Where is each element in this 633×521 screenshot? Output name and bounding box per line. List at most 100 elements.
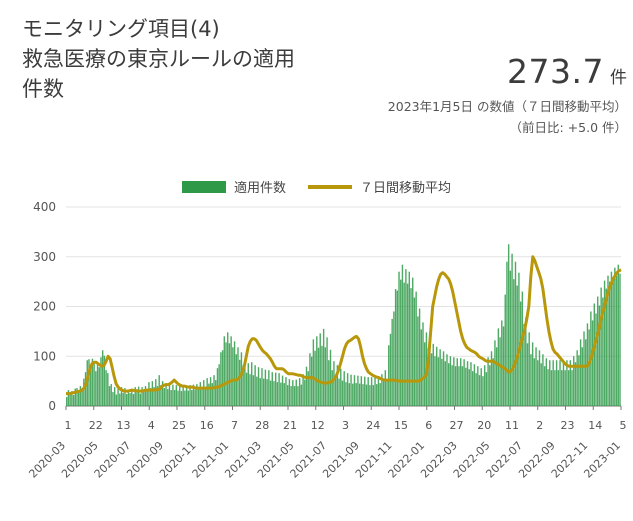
bar xyxy=(84,372,87,406)
value-meta: 2023年1月5日 の数値（７日間移動平均） （前日比: +5.0 件） xyxy=(388,96,627,138)
bar xyxy=(119,393,121,406)
bar xyxy=(155,379,157,406)
bar xyxy=(268,370,270,406)
bar xyxy=(547,369,549,406)
bar xyxy=(280,382,282,406)
bar xyxy=(259,378,261,406)
bar xyxy=(225,342,227,406)
current-value: 273.7 xyxy=(507,52,604,91)
bar xyxy=(74,388,76,406)
bar xyxy=(346,373,349,406)
bar xyxy=(233,341,236,406)
bar xyxy=(571,370,573,406)
bar xyxy=(364,376,366,406)
bar xyxy=(266,379,268,406)
bar xyxy=(401,264,404,406)
bar xyxy=(305,366,308,406)
bar xyxy=(531,342,534,406)
bar xyxy=(566,360,568,406)
bar xyxy=(146,391,148,406)
bar xyxy=(538,350,541,406)
bar xyxy=(595,313,597,406)
bar xyxy=(576,350,578,406)
bar xyxy=(480,368,482,406)
bar xyxy=(573,356,575,406)
bar xyxy=(208,383,210,406)
x-day-label: 15 xyxy=(394,419,408,432)
bar xyxy=(579,339,582,406)
bar xyxy=(329,349,332,406)
x-day-label: 20 xyxy=(477,419,491,432)
bar xyxy=(172,384,174,406)
bar xyxy=(103,355,106,406)
bar xyxy=(175,385,178,406)
title-line-3: 件数 xyxy=(22,77,64,101)
bar xyxy=(139,393,142,406)
bar xyxy=(149,388,152,406)
bar xyxy=(271,372,273,406)
x-axis: 1 22 13 4 25 16 7 28 21 12 3 24 15 6 27 20 11 2 23 14 52020-… xyxy=(26,406,627,481)
bar xyxy=(196,384,198,406)
bar xyxy=(350,374,352,406)
legend-line-swatch[interactable] xyxy=(308,184,352,189)
bar xyxy=(358,383,361,406)
bar xyxy=(581,347,584,406)
bar xyxy=(144,386,147,406)
bar xyxy=(352,383,354,406)
bar xyxy=(535,347,537,406)
bar xyxy=(125,394,128,406)
bar xyxy=(415,291,417,406)
bar xyxy=(377,376,380,406)
x-day-label: 23 xyxy=(561,419,575,432)
x-day-label: 4 xyxy=(148,419,155,432)
bar xyxy=(501,320,503,406)
bar xyxy=(412,277,414,406)
bar xyxy=(381,374,383,406)
x-day-label: 14 xyxy=(588,419,602,432)
legend-line-label[interactable]: ７日間移動平均 xyxy=(360,181,452,196)
x-day-label: 5 xyxy=(620,419,627,432)
bar xyxy=(101,350,104,406)
bar xyxy=(345,382,347,406)
legend-bar-swatch[interactable] xyxy=(181,180,226,193)
x-day-label: 25 xyxy=(172,419,186,432)
bar xyxy=(211,383,214,406)
bar xyxy=(518,272,520,406)
bar xyxy=(540,363,542,406)
bar xyxy=(240,352,243,406)
diff-note: （前日比: +5.0 件） xyxy=(509,120,627,135)
bar xyxy=(153,387,155,406)
bar xyxy=(136,392,138,406)
bar xyxy=(555,360,558,406)
title-line-2: 救急医療の東京ルールの適用 xyxy=(22,47,295,71)
bar xyxy=(602,297,604,406)
bar xyxy=(441,358,443,406)
title-line-1: モニタリング項目(4) xyxy=(22,17,220,41)
bar xyxy=(122,393,124,406)
bar xyxy=(184,390,186,406)
bar xyxy=(550,370,553,406)
bar xyxy=(112,392,114,406)
bar xyxy=(336,365,339,406)
bar xyxy=(499,337,501,406)
bar xyxy=(286,385,289,406)
bar xyxy=(523,323,525,406)
bar xyxy=(88,359,90,406)
bar xyxy=(228,343,231,406)
bar xyxy=(288,379,291,406)
bar xyxy=(192,384,195,406)
bar xyxy=(141,387,143,406)
bar xyxy=(173,390,176,406)
bar xyxy=(605,288,607,406)
bar xyxy=(249,374,251,406)
bar xyxy=(239,359,241,406)
bar xyxy=(177,390,179,406)
bar xyxy=(430,353,433,406)
bar xyxy=(436,346,438,406)
bar xyxy=(537,360,539,406)
bar xyxy=(514,261,517,406)
bar xyxy=(382,381,385,406)
bar xyxy=(312,339,315,406)
legend-bar-label[interactable]: 適用件数 xyxy=(233,181,286,196)
bar xyxy=(617,264,619,406)
